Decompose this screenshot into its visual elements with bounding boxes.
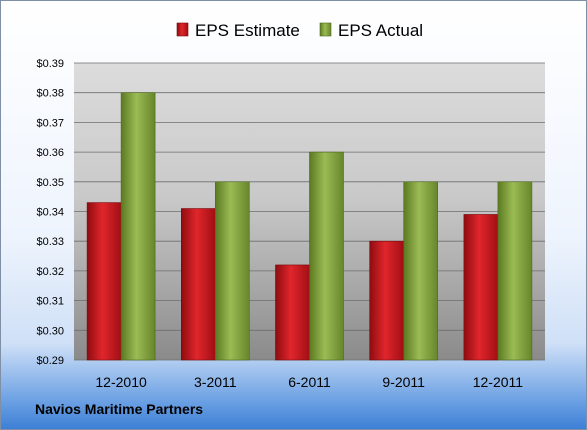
bar-eps-estimate	[369, 240, 405, 361]
y-tick-label: $0.34	[36, 207, 64, 219]
bar-eps-actual	[403, 181, 439, 361]
y-tick-label: $0.36	[36, 147, 64, 159]
y-tick-label: $0.33	[36, 236, 64, 248]
bar-eps-estimate	[181, 208, 216, 361]
y-tick-label: $0.29	[36, 355, 64, 367]
bar-eps-estimate	[86, 202, 122, 361]
legend-label-estimate: EPS Estimate	[195, 21, 300, 40]
y-tick-label: $0.31	[36, 296, 64, 308]
y-tick-label: $0.35	[36, 177, 64, 189]
x-tick-label: 6-2011	[288, 374, 331, 390]
y-tick-label: $0.39	[36, 58, 64, 70]
y-tick-label: $0.38	[36, 88, 64, 100]
x-tick-label: 12-2011	[473, 374, 524, 390]
x-tick-label: 12-2010	[95, 374, 147, 390]
y-tick-label: $0.37	[36, 117, 64, 129]
bar-eps-estimate	[463, 214, 499, 361]
bars	[86, 92, 533, 361]
legend-swatch-actual	[319, 22, 332, 37]
bar-eps-estimate	[275, 264, 310, 361]
bar-eps-actual	[309, 151, 344, 361]
legend-label-actual: EPS Actual	[338, 21, 423, 40]
y-axis: $0.29 $0.30 $0.31 $0.32 $0.33 $0.34 $0.35 $0.36…	[36, 58, 64, 367]
company-name: Navios Maritime Partners	[35, 401, 204, 417]
bar-eps-actual	[120, 92, 156, 361]
x-axis: 12-2010 3-2011 6-2011 9-2011 12-2011	[95, 374, 523, 390]
legend-swatch-estimate	[176, 22, 189, 37]
y-tick-label: $0.30	[36, 325, 64, 337]
x-tick-label: 9-2011	[382, 374, 425, 390]
bar-eps-actual	[215, 181, 250, 361]
y-tick-label: $0.32	[36, 266, 64, 278]
x-tick-label: 3-2011	[194, 374, 237, 390]
legend: EPS Estimate EPS Actual	[176, 21, 423, 40]
bar-eps-actual	[497, 181, 533, 361]
